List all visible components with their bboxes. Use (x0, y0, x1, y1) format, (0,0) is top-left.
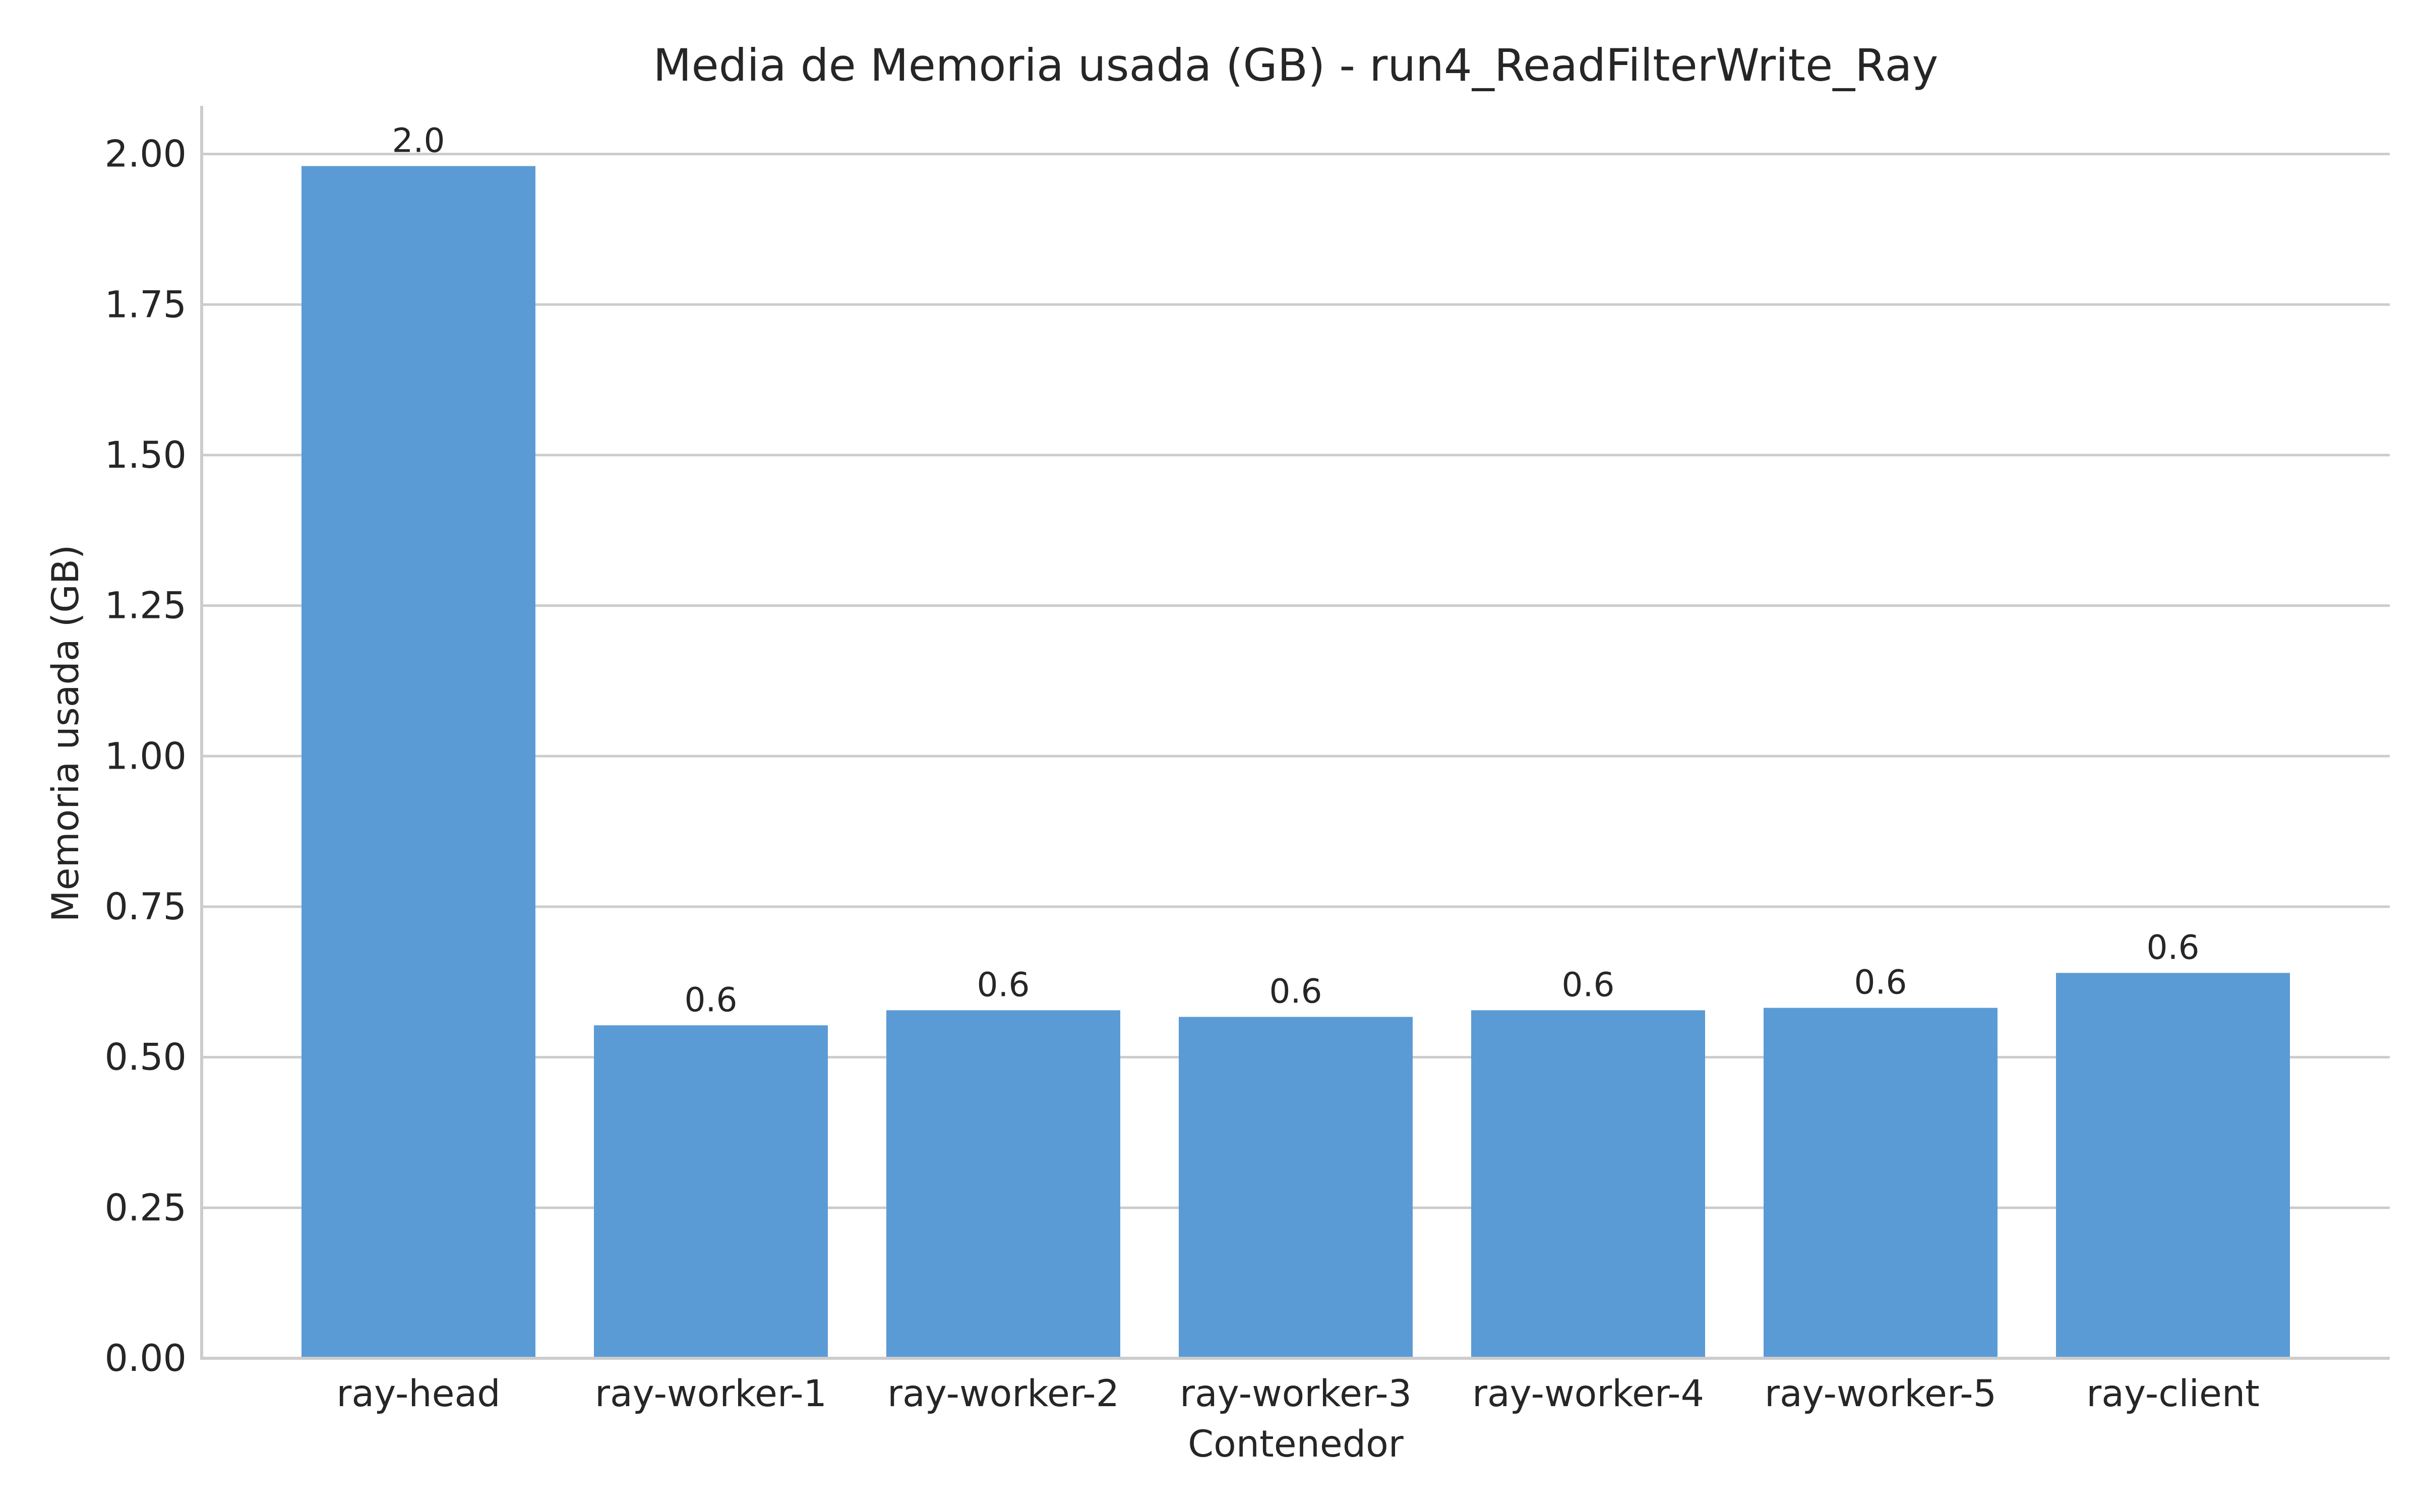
y-tick-label: 0.75 (104, 886, 187, 928)
bar (886, 1010, 1120, 1358)
bar (1179, 1017, 1413, 1358)
y-tick-label: 1.00 (104, 735, 187, 778)
y-tick-labels: 0.00 0.25 0.50 0.75 1.00 1.25 1.50 1.75 2.00 (104, 133, 187, 1380)
bar (301, 166, 535, 1358)
y-tick-label: 1.75 (104, 283, 187, 326)
y-tick-label: 0.50 (104, 1036, 187, 1079)
y-tick-label: 0.00 (104, 1337, 187, 1380)
bar (1764, 1007, 1998, 1358)
axes-spines (200, 106, 2390, 1360)
y-tick-label: 1.25 (104, 585, 187, 627)
x-tick-label: ray-worker-1 (595, 1372, 827, 1415)
bar-data-label: 0.6 (1854, 963, 1907, 1002)
bar-data-label: 2.0 (392, 121, 445, 160)
x-tick-label: ray-worker-5 (1765, 1372, 1996, 1415)
axis-spine (200, 106, 2390, 1360)
x-tick-label: ray-worker-2 (887, 1372, 1119, 1415)
bar-data-label: 0.6 (977, 965, 1030, 1004)
data-labels: 2.0 0.6 0.6 0.6 0.6 0.6 0.6 (392, 121, 2200, 1019)
x-axis-label: Contenedor (1188, 1423, 1404, 1466)
y-tick-label: 1.50 (104, 434, 187, 477)
bar (594, 1025, 828, 1358)
x-tick-label: ray-client (2086, 1372, 2260, 1415)
bar (1471, 1010, 1705, 1358)
x-tick-labels: ray-head ray-worker-1 ray-worker-2 ray-work… (336, 1372, 2259, 1415)
bar-data-label: 0.6 (685, 980, 738, 1019)
x-tick-label: ray-head (336, 1372, 500, 1415)
chart-title: Media de Memoria usada (GB) - run4_ReadF… (653, 39, 1939, 91)
y-tick-label: 2.00 (104, 133, 187, 176)
bar-data-label: 0.6 (1562, 965, 1615, 1004)
bars (301, 166, 2290, 1358)
bar-data-label: 0.6 (2147, 928, 2200, 967)
bar-data-label: 0.6 (1269, 972, 1322, 1011)
bar (2056, 973, 2290, 1358)
x-tick-label: ray-worker-4 (1472, 1372, 1704, 1415)
y-axis-label: Memoria usada (GB) (44, 545, 87, 922)
y-tick-label: 0.25 (104, 1186, 187, 1229)
x-tick-label: ray-worker-3 (1180, 1372, 1412, 1415)
